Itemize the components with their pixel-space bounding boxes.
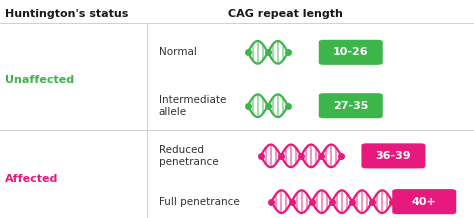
Point xyxy=(264,51,272,54)
FancyBboxPatch shape xyxy=(319,40,383,65)
Text: Full penetrance: Full penetrance xyxy=(159,197,239,207)
Point xyxy=(337,154,345,158)
Text: 40+: 40+ xyxy=(412,197,437,207)
Point xyxy=(257,154,264,158)
Text: 36-39: 36-39 xyxy=(375,151,411,161)
Point xyxy=(308,200,315,203)
Text: Normal: Normal xyxy=(159,47,197,57)
Point xyxy=(244,104,251,107)
Point xyxy=(317,154,325,158)
Point xyxy=(368,200,376,203)
Text: Reduced
penetrance: Reduced penetrance xyxy=(159,145,219,167)
Text: 10-26: 10-26 xyxy=(333,47,369,57)
FancyBboxPatch shape xyxy=(361,143,425,169)
Point xyxy=(288,200,295,203)
Point xyxy=(264,104,272,107)
Point xyxy=(348,200,356,203)
FancyBboxPatch shape xyxy=(319,93,383,118)
Point xyxy=(277,154,284,158)
Point xyxy=(244,51,251,54)
Text: Affected: Affected xyxy=(5,174,58,184)
Text: Huntington's status: Huntington's status xyxy=(5,9,128,19)
Point xyxy=(284,51,292,54)
Text: 27-35: 27-35 xyxy=(333,101,368,111)
Point xyxy=(267,200,275,203)
Text: Unaffected: Unaffected xyxy=(5,75,74,85)
Point xyxy=(284,104,292,107)
FancyBboxPatch shape xyxy=(392,189,456,214)
Text: CAG repeat length: CAG repeat length xyxy=(228,9,342,19)
Point xyxy=(388,200,396,203)
Point xyxy=(297,154,305,158)
Text: Intermediate
allele: Intermediate allele xyxy=(159,95,226,117)
Point xyxy=(328,200,336,203)
